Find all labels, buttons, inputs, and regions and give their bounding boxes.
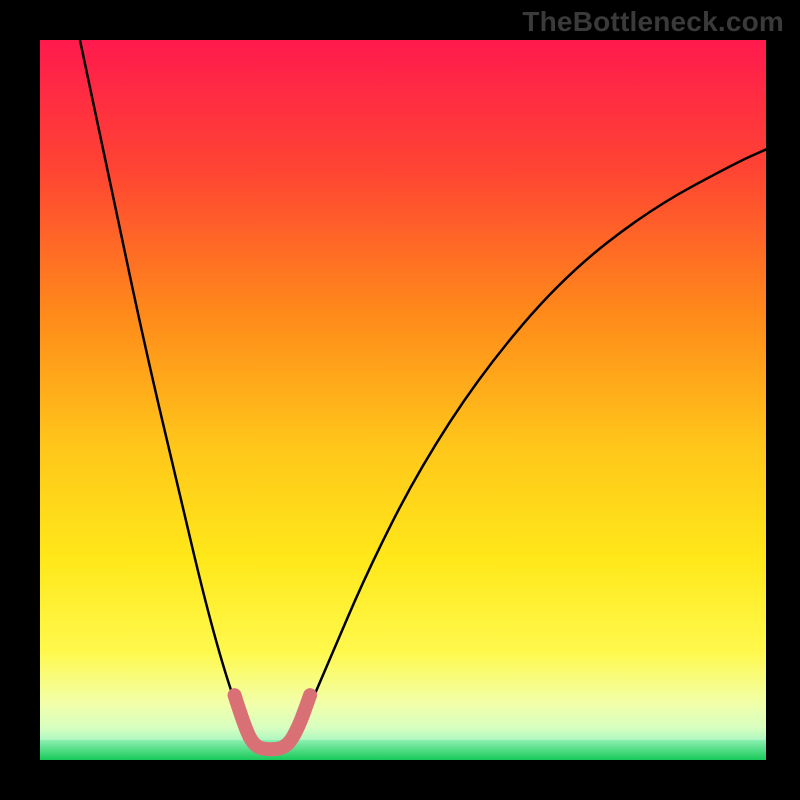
watermark-text: TheBottleneck.com — [522, 6, 784, 38]
chart-root: TheBottleneck.com — [0, 0, 800, 800]
curve-layer — [40, 40, 766, 760]
optimal-zone-marker — [235, 695, 311, 749]
curve-right-branch — [288, 149, 766, 749]
plot-area — [40, 40, 766, 760]
curve-left-branch — [80, 40, 254, 749]
